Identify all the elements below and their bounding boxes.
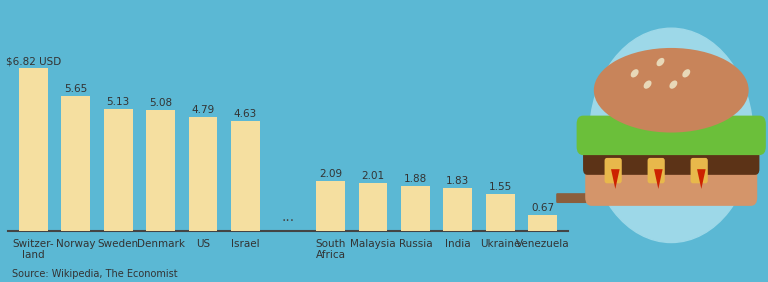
- Polygon shape: [654, 169, 663, 189]
- Text: 1.83: 1.83: [446, 176, 469, 186]
- Bar: [18, 68, 48, 231]
- Bar: [359, 183, 387, 231]
- Text: $6.82 USD: $6.82 USD: [5, 56, 61, 67]
- FancyBboxPatch shape: [690, 158, 708, 183]
- Bar: [189, 117, 217, 231]
- Ellipse shape: [631, 69, 639, 78]
- Text: 1.88: 1.88: [404, 175, 427, 184]
- Bar: [316, 181, 345, 231]
- Ellipse shape: [682, 69, 690, 78]
- Bar: [443, 188, 472, 231]
- Bar: [104, 109, 133, 231]
- Text: 5.08: 5.08: [149, 98, 172, 108]
- FancyBboxPatch shape: [583, 135, 760, 175]
- Text: ...: ...: [281, 210, 295, 224]
- Bar: [61, 96, 90, 231]
- Text: Source: Wikipedia, The Economist: Source: Wikipedia, The Economist: [12, 269, 177, 279]
- Text: 4.63: 4.63: [234, 109, 257, 119]
- Ellipse shape: [670, 80, 677, 89]
- Text: 0.67: 0.67: [531, 203, 554, 213]
- Bar: [146, 110, 175, 231]
- Polygon shape: [697, 169, 706, 189]
- Ellipse shape: [644, 80, 651, 89]
- Text: 2.01: 2.01: [362, 171, 385, 181]
- Text: 4.79: 4.79: [191, 105, 215, 115]
- FancyBboxPatch shape: [604, 158, 622, 183]
- Text: 5.13: 5.13: [107, 97, 130, 107]
- Ellipse shape: [657, 58, 664, 66]
- FancyBboxPatch shape: [556, 193, 752, 203]
- Polygon shape: [611, 169, 620, 189]
- Ellipse shape: [594, 48, 749, 133]
- Bar: [231, 121, 260, 231]
- Text: 1.55: 1.55: [488, 182, 512, 192]
- Text: 2.09: 2.09: [319, 169, 342, 179]
- Bar: [528, 215, 558, 231]
- FancyBboxPatch shape: [647, 158, 665, 183]
- Bar: [486, 194, 515, 231]
- Text: 5.65: 5.65: [64, 84, 88, 94]
- Bar: [401, 186, 430, 231]
- FancyBboxPatch shape: [577, 116, 766, 155]
- Circle shape: [590, 28, 753, 243]
- FancyBboxPatch shape: [585, 152, 757, 206]
